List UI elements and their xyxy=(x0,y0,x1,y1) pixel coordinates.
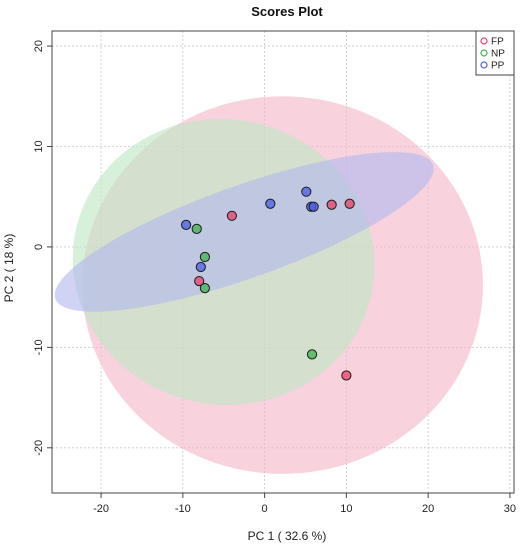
x-axis-title: PC 1 ( 32.6 %) xyxy=(248,529,327,543)
legend-label-pp: PP xyxy=(491,61,505,72)
plot-frame xyxy=(51,30,515,494)
point-pp xyxy=(195,261,206,273)
y-tick-label: -10 xyxy=(33,339,45,355)
point-fp xyxy=(326,199,337,210)
x-tick-label: -10 xyxy=(175,503,191,515)
score-points xyxy=(181,186,355,381)
legend-label-fp: FP xyxy=(491,37,504,48)
x-tick-label: 0 xyxy=(262,503,268,515)
point-fp xyxy=(344,198,355,209)
legend-label-np: NP xyxy=(491,49,505,60)
point-pp xyxy=(265,198,276,209)
legend-marker-fp xyxy=(480,37,488,45)
y-tick-label: 20 xyxy=(33,40,45,52)
y-tick-label: -20 xyxy=(33,440,45,456)
chart-title: Scores Plot xyxy=(251,4,323,19)
point-np xyxy=(306,349,318,360)
point-pp xyxy=(181,219,192,230)
point-np xyxy=(199,251,211,263)
point-pp xyxy=(301,186,312,197)
legend-marker-np xyxy=(480,49,488,57)
point-pp xyxy=(308,201,319,212)
x-tick-label: 20 xyxy=(422,503,434,515)
x-tick-label: 10 xyxy=(340,503,352,515)
ellipse-pp xyxy=(54,152,434,312)
y-tick-label: 10 xyxy=(33,140,45,152)
point-np xyxy=(199,283,211,294)
x-tick-label: -20 xyxy=(93,503,109,515)
confidence-ellipses xyxy=(54,96,483,474)
axis-layer: -20 -10 0 10 20 30 -20 -10 0 10 20 xyxy=(33,40,516,515)
point-fp xyxy=(194,275,205,287)
y-tick-label: 0 xyxy=(33,244,45,250)
point-fp xyxy=(226,210,237,221)
point-np xyxy=(191,223,202,234)
y-axis-title: PC 2 ( 18 %) xyxy=(2,234,16,303)
point-fp xyxy=(341,370,352,381)
legend-marker-pp xyxy=(480,61,488,69)
x-tick-label: 30 xyxy=(504,503,516,515)
